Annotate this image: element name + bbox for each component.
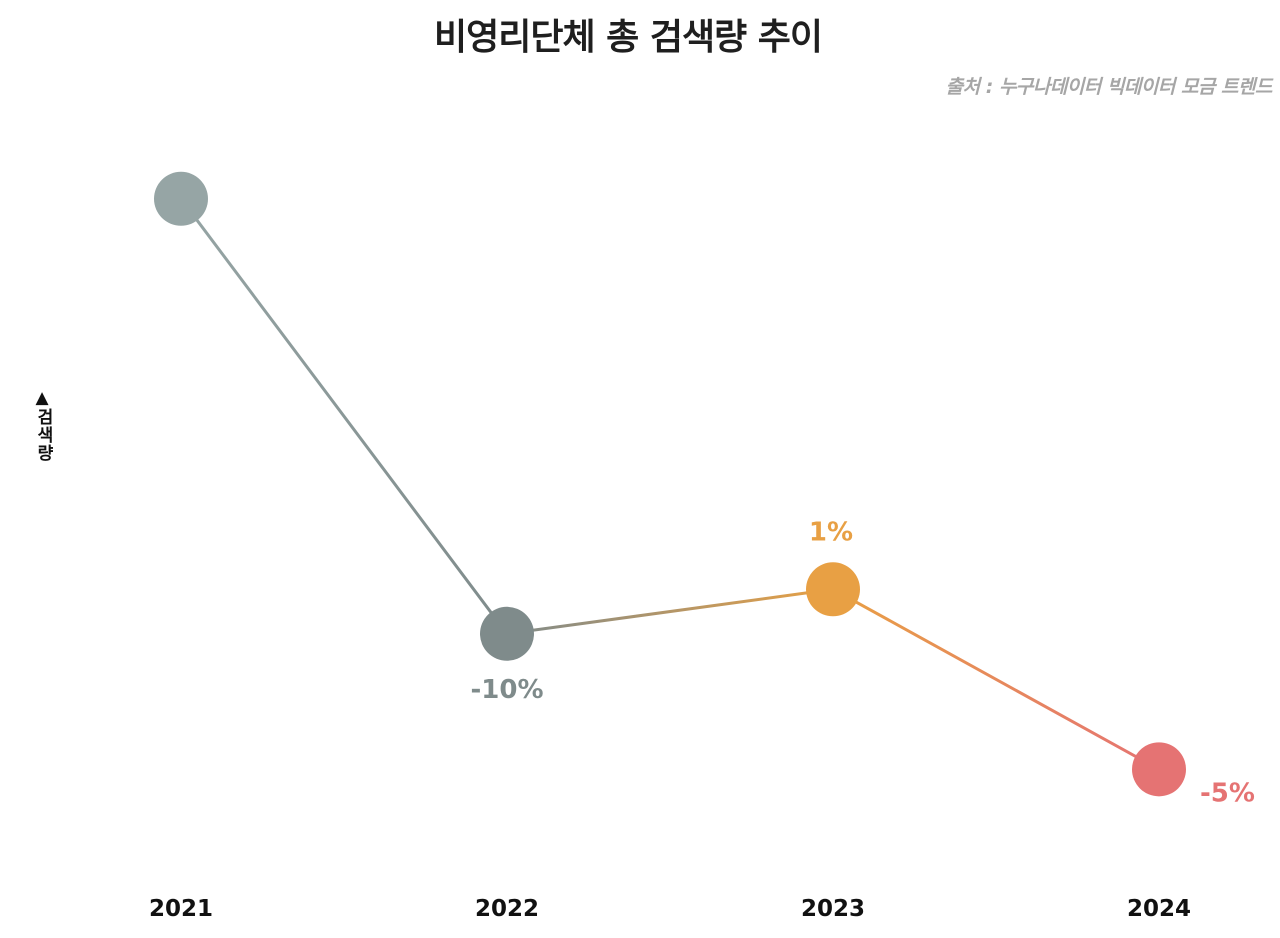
data-label-2024: -5%: [1200, 778, 1255, 808]
data-point-2021: [154, 171, 208, 226]
data-points: [154, 171, 1186, 797]
chart-source-note: 출처 : 누구나데이터 빅데이터 모금 트렌드: [945, 76, 1273, 98]
x-axis-ticks: 2021 2022 2023 2024: [149, 896, 1191, 922]
x-tick-label-2022: 2022: [475, 896, 539, 922]
data-point-2023: [806, 562, 860, 617]
data-label-2022: -10%: [470, 675, 543, 705]
x-tick-label-2021: 2021: [149, 896, 213, 922]
chart-title: 비영리단체 총 검색량 추이: [434, 17, 823, 58]
data-point-2024: [1132, 742, 1186, 797]
data-label-2023: 1%: [809, 517, 853, 547]
x-tick-label-2023: 2023: [801, 896, 865, 922]
data-point-2022: [480, 606, 534, 661]
line-segment-2023-2024: [831, 587, 1161, 771]
line-segments: [179, 197, 1161, 771]
line-segment-2022-2023: [505, 587, 835, 636]
y-axis-label: ▲ 검색량: [31, 388, 53, 462]
y-axis-label-text: 검색량: [33, 408, 53, 462]
up-arrow-icon: ▲: [35, 388, 49, 408]
x-tick-label-2024: 2024: [1127, 896, 1191, 922]
line-segment-2021-2022: [179, 197, 509, 636]
data-labels: -10% 1% -5%: [470, 517, 1254, 808]
